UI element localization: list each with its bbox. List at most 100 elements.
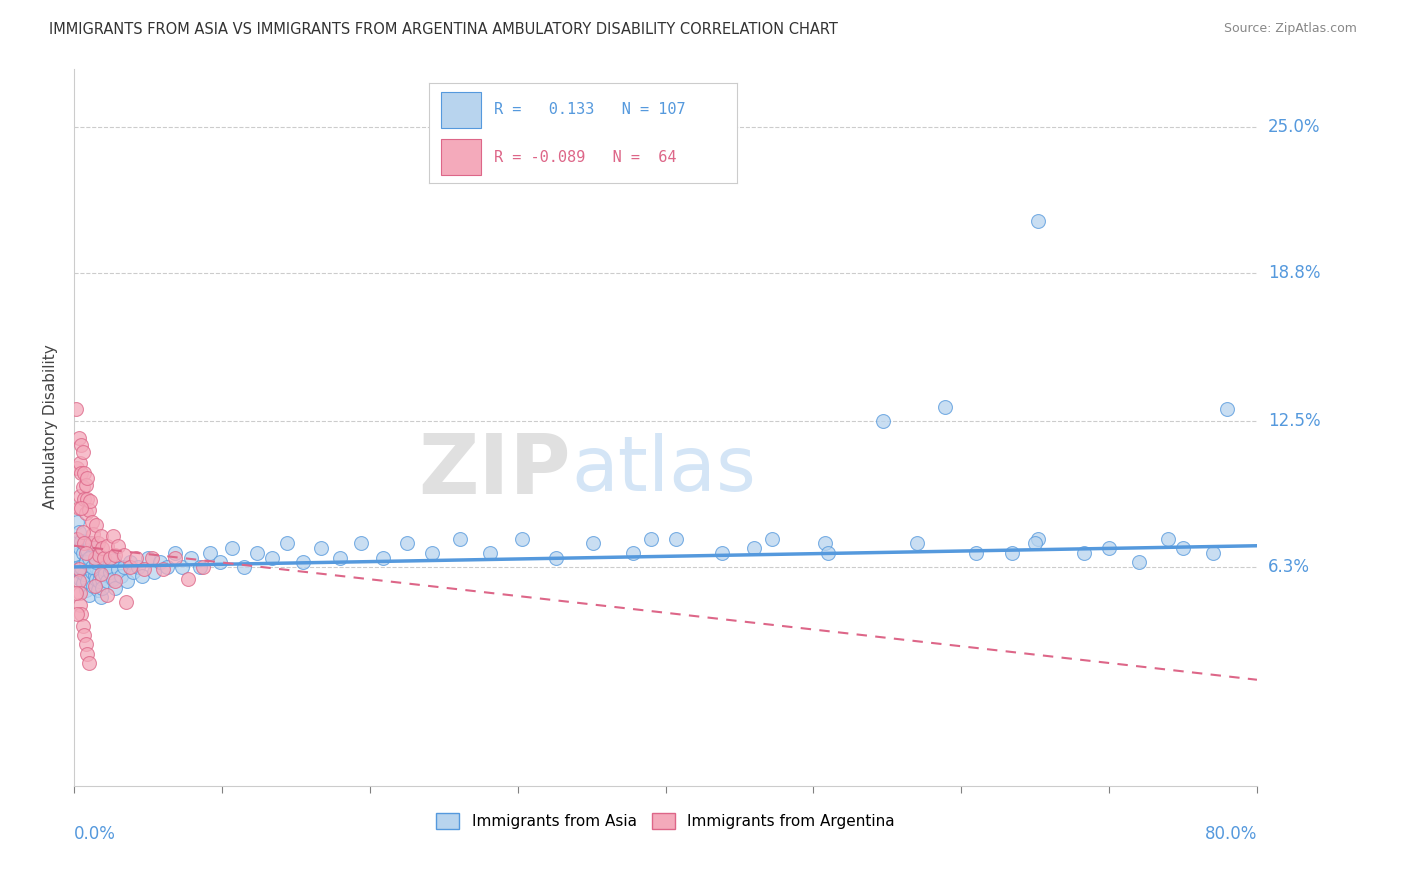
Point bbox=[70, 560, 93, 574]
Point bbox=[67, 524, 90, 539]
Point bbox=[170, 560, 193, 574]
Point bbox=[70, 466, 93, 480]
Point bbox=[97, 555, 120, 569]
Point bbox=[76, 543, 98, 558]
Text: 6.3%: 6.3% bbox=[1268, 558, 1310, 576]
Point bbox=[1171, 541, 1194, 555]
Point bbox=[621, 546, 644, 560]
Point bbox=[67, 574, 90, 588]
Point bbox=[710, 546, 733, 560]
Text: ZIP: ZIP bbox=[419, 430, 571, 510]
Point bbox=[905, 536, 928, 550]
Point bbox=[136, 550, 159, 565]
Point bbox=[262, 550, 284, 565]
Point bbox=[96, 574, 118, 588]
Point bbox=[66, 515, 89, 529]
Point bbox=[70, 438, 93, 452]
Point bbox=[1128, 555, 1150, 569]
Point bbox=[89, 574, 111, 588]
Point bbox=[67, 431, 90, 445]
Point bbox=[156, 560, 179, 574]
Point bbox=[72, 546, 94, 560]
Point bbox=[89, 548, 111, 562]
Point bbox=[1026, 214, 1049, 228]
Point bbox=[188, 560, 211, 574]
Point bbox=[73, 536, 96, 550]
Point bbox=[77, 657, 100, 671]
Point bbox=[83, 579, 105, 593]
Point bbox=[93, 550, 115, 565]
Point bbox=[478, 546, 501, 560]
Point bbox=[965, 546, 987, 560]
Point bbox=[96, 539, 118, 553]
Point bbox=[329, 550, 352, 565]
Point bbox=[1216, 402, 1239, 417]
Point bbox=[80, 536, 103, 550]
Point bbox=[1157, 532, 1180, 546]
Point bbox=[75, 583, 97, 598]
Point bbox=[127, 560, 149, 574]
Point bbox=[72, 444, 94, 458]
Point bbox=[69, 541, 91, 555]
Point bbox=[67, 501, 90, 516]
Point bbox=[120, 555, 142, 569]
Point bbox=[65, 402, 87, 417]
Point bbox=[104, 581, 127, 595]
Point bbox=[72, 480, 94, 494]
Point bbox=[73, 536, 96, 550]
Point bbox=[814, 536, 837, 550]
Point bbox=[90, 529, 112, 543]
Point bbox=[152, 562, 174, 576]
Point bbox=[198, 546, 221, 560]
Point bbox=[125, 550, 148, 565]
Point bbox=[80, 515, 103, 529]
Point bbox=[77, 588, 100, 602]
Point bbox=[65, 586, 87, 600]
Point bbox=[131, 569, 153, 583]
Point bbox=[91, 541, 114, 555]
Point bbox=[101, 529, 124, 543]
Point bbox=[120, 560, 142, 574]
Point bbox=[79, 536, 101, 550]
Point bbox=[742, 541, 765, 555]
Point bbox=[73, 491, 96, 506]
Text: 80.0%: 80.0% bbox=[1205, 825, 1257, 843]
Point bbox=[817, 546, 839, 560]
Point bbox=[96, 588, 118, 602]
Point bbox=[66, 548, 89, 562]
Point bbox=[112, 560, 135, 574]
Point bbox=[209, 555, 232, 569]
Point bbox=[87, 553, 110, 567]
Text: IMMIGRANTS FROM ASIA VS IMMIGRANTS FROM ARGENTINA AMBULATORY DISABILITY CORRELAT: IMMIGRANTS FROM ASIA VS IMMIGRANTS FROM … bbox=[49, 22, 838, 37]
Point bbox=[77, 558, 100, 572]
Point bbox=[395, 536, 418, 550]
Point bbox=[83, 569, 105, 583]
Point bbox=[112, 548, 135, 562]
Point bbox=[83, 541, 105, 555]
Point bbox=[177, 572, 200, 586]
Point bbox=[141, 550, 163, 565]
Point bbox=[132, 562, 155, 576]
Point bbox=[934, 400, 956, 414]
Point bbox=[117, 574, 139, 588]
Point bbox=[420, 546, 443, 560]
Point bbox=[69, 572, 91, 586]
Point bbox=[371, 550, 394, 565]
Point bbox=[246, 546, 269, 560]
Point bbox=[107, 562, 129, 576]
Point bbox=[82, 527, 104, 541]
Point bbox=[115, 595, 138, 609]
Point bbox=[191, 560, 214, 574]
Point bbox=[72, 618, 94, 632]
Point bbox=[1073, 546, 1095, 560]
Point bbox=[872, 414, 894, 428]
Point bbox=[66, 532, 89, 546]
Point bbox=[76, 574, 98, 588]
Point bbox=[73, 566, 96, 581]
Point bbox=[84, 572, 107, 586]
Point bbox=[149, 555, 172, 569]
Point bbox=[72, 524, 94, 539]
Point bbox=[77, 503, 100, 517]
Point bbox=[91, 572, 114, 586]
Point bbox=[221, 541, 243, 555]
